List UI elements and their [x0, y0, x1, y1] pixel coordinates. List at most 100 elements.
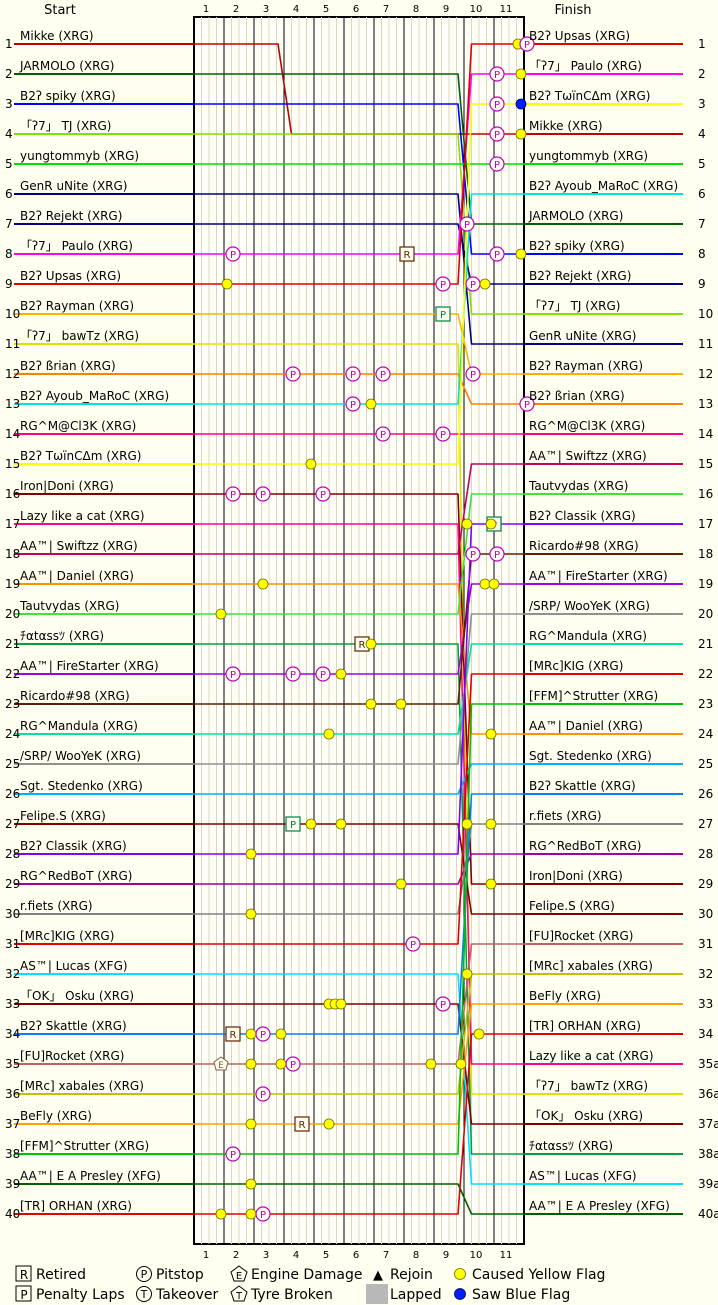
series-line: [194, 523, 524, 855]
pitstop-marker: [435, 996, 451, 1012]
start-driver-label: [MRc]KIG (XRG): [20, 929, 114, 943]
pitstop-marker: [225, 246, 241, 262]
caused-yellow-flag-marker: [515, 68, 527, 80]
pitstop-marker-label: P: [494, 100, 500, 111]
caused-yellow-flag-marker: [479, 278, 491, 290]
caused-yellow-flag-marker: [245, 848, 257, 860]
retired-marker-label: R: [404, 250, 411, 261]
start-driver-label: Tautvydas (XRG): [19, 599, 119, 613]
start-position-label: 23: [5, 697, 20, 711]
series-line: [194, 973, 524, 1185]
finish-driver-label: AA™| FireStarter (XRG): [529, 569, 668, 583]
series-line: [194, 103, 524, 465]
series-line: [194, 823, 524, 915]
caused-yellow-flag-marker: [275, 1058, 287, 1070]
start-driver-label: /SRP/ WooYeK (XRG): [20, 749, 141, 763]
finish-driver-label: Tautvydas (XRG): [528, 479, 628, 493]
pitstop-marker: [255, 1026, 271, 1042]
pitstop-marker-label: P: [440, 1000, 446, 1011]
finish-position-label: 40a: [698, 1207, 718, 1221]
start-position-label: 2: [5, 67, 13, 81]
start-position-label: 21: [5, 637, 20, 651]
finish-position-label: 12: [698, 367, 713, 381]
pitstop-marker: [255, 1206, 271, 1222]
pitstop-marker: [285, 366, 301, 382]
lap-tick-top: 9: [443, 4, 449, 15]
finish-driver-label: [FU]Rocket (XRG): [529, 929, 633, 943]
start-lines: [14, 43, 194, 1215]
pitstop-marker: [315, 666, 331, 682]
finish-driver-label: Ricardo#98 (XRG): [529, 539, 639, 553]
series-line: [194, 643, 524, 735]
engine-damage-marker: [213, 1056, 229, 1071]
pitstop-marker: [465, 366, 481, 382]
start-driver-label: B2ʔ Ayoub_MaRoC (XRG): [20, 389, 169, 403]
finish-position-label: 7: [698, 217, 706, 231]
finish-driver-label: ﾁαtαssﾂ (XRG): [529, 1139, 613, 1153]
series-line: [194, 193, 524, 345]
caused-yellow-flag-marker: [221, 278, 233, 290]
pitstop-marker: [489, 96, 505, 112]
start-driver-label: B2ʔ ßrian (XRG): [20, 359, 116, 373]
pitstop-marker: [465, 546, 481, 562]
finish-position-label: 32: [698, 967, 713, 981]
pitstop-marker-label: P: [320, 670, 326, 681]
start-position-label: 38: [5, 1147, 20, 1161]
finish-driver-label: RG^M@Cl3K (XRG): [529, 419, 645, 433]
legend-label: Saw Blue Flag: [472, 1287, 570, 1303]
retired-marker: [294, 1116, 310, 1132]
finish-position-label: 8: [698, 247, 706, 261]
legend-label: Retired: [36, 1267, 86, 1283]
start-position-label: 15: [5, 457, 20, 471]
caused-yellow-flag-marker: [245, 1208, 257, 1220]
finish-position-label: 13: [698, 397, 713, 411]
start-driver-label: AA™| FireStarter (XRG): [20, 659, 159, 673]
finish-position-label: 39a: [698, 1177, 718, 1191]
finish-driver-label: [FFM]^Strutter (XRG): [529, 689, 658, 703]
finish-header: Finish: [554, 3, 591, 18]
caused-yellow-flag-marker: [515, 128, 527, 140]
caused-yellow-flag-marker: [485, 518, 497, 530]
start-driver-label: AS™| Lucas (XFG): [20, 959, 128, 973]
start-driver-label: AA™| E A Presley (XFG): [20, 1169, 161, 1183]
caused-yellow-flag-marker: [323, 1118, 335, 1130]
pitstop-marker-label: P: [290, 1060, 296, 1071]
finish-driver-label: B2ʔ Rayman (XRG): [529, 359, 643, 373]
pitstop-marker-label: P: [494, 160, 500, 171]
start-driver-label: B2ʔ Skattle (XRG): [20, 1019, 127, 1033]
pitstop-marker-label: P: [524, 400, 530, 411]
pitstop-marker-label: P: [260, 490, 266, 501]
finish-position-label: 1: [698, 37, 706, 51]
start-driver-label: yungtommyb (XRG): [20, 149, 139, 163]
start-driver-label: RG^Mandula (XRG): [20, 719, 138, 733]
start-position-label: 33: [5, 997, 20, 1011]
series-line: [194, 673, 524, 945]
caused-yellow-flag-marker: [395, 698, 407, 710]
start-driver-label: 「OK」 Osku (XRG): [20, 989, 134, 1003]
start-driver-label: [FFM]^Strutter (XRG): [20, 1139, 149, 1153]
start-position-label: 10: [5, 307, 20, 321]
penalty-marker-label: P: [290, 820, 296, 831]
start-driver-label: [MRc] xabales (XRG): [20, 1079, 144, 1093]
retired-marker-label: R: [230, 1030, 237, 1041]
finish-driver-label: B2ʔ TωïnCΔm (XRG): [529, 89, 650, 103]
finish-driver-label: B2ʔ spiky (XRG): [529, 239, 625, 253]
finish-position-label: 22: [698, 667, 713, 681]
caused-yellow-flag-marker: [461, 968, 473, 980]
finish-driver-label: JARMOLO (XRG): [528, 209, 623, 223]
lap-tick-top: 2: [233, 4, 239, 15]
start-driver-label: B2ʔ Upsas (XRG): [20, 269, 121, 283]
penalty-marker: [435, 306, 451, 322]
finish-driver-label: B2ʔ Classik (XRG): [529, 509, 636, 523]
finish-driver-label: AA™| E A Presley (XFG): [529, 1199, 670, 1213]
finish-driver-label: BeFly (XRG): [529, 989, 601, 1003]
finish-position-label: 28: [698, 847, 713, 861]
finish-driver-label: Felipe.S (XRG): [529, 899, 615, 913]
start-driver-label: Ricardo#98 (XRG): [20, 689, 130, 703]
legend-rejoin-icon: ▲: [373, 1268, 383, 1283]
finish-driver-label: B2ʔ Ayoub_MaRoC (XRG): [529, 179, 678, 193]
series-line: [194, 493, 524, 615]
finish-position-label: 34: [698, 1027, 713, 1041]
series-line: [194, 343, 524, 1095]
lap-tick-bottom: 8: [413, 1250, 419, 1261]
